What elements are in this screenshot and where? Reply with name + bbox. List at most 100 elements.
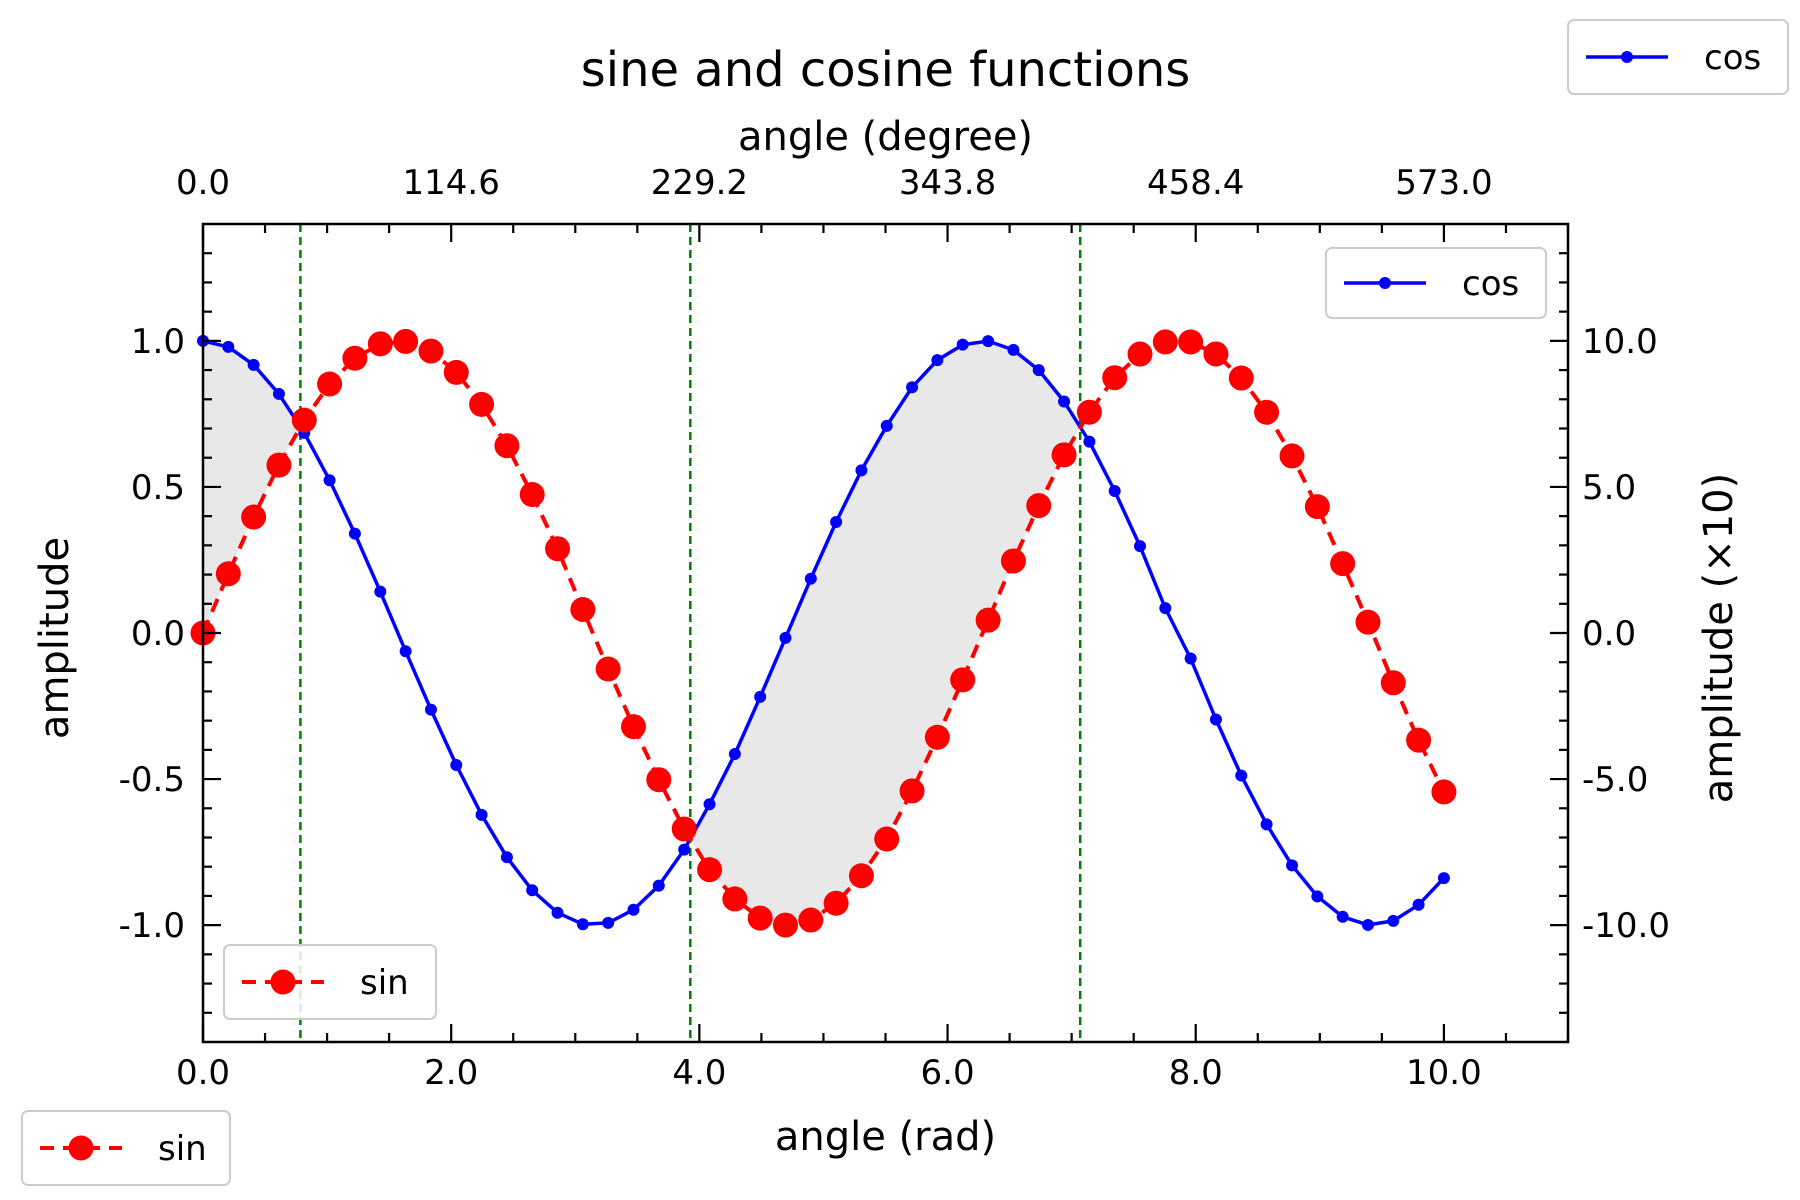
data-point-sin-11 <box>443 359 469 385</box>
data-point-cos-41 <box>1209 713 1222 726</box>
legend-marker <box>1621 51 1633 63</box>
data-point-sin-49 <box>1406 727 1432 753</box>
data-point-sin-47 <box>1355 609 1381 635</box>
data-point-sin-38 <box>1127 341 1153 367</box>
data-point-sin-9 <box>393 328 419 354</box>
data-point-sin-40 <box>1178 329 1204 355</box>
y-tick-label: -1.0 <box>119 906 185 946</box>
data-point-sin-30 <box>924 724 950 750</box>
data-point-sin-42 <box>1228 365 1254 391</box>
data-point-cos-8 <box>374 585 387 598</box>
data-point-sin-31 <box>950 667 976 693</box>
data-point-cos-34 <box>1032 364 1045 377</box>
vertical-reference-lines <box>299 224 1082 1042</box>
data-point-sin-20 <box>671 816 697 842</box>
series-cos <box>197 334 1450 931</box>
data-point-sin-35 <box>1051 442 1077 468</box>
fill-region-1 <box>203 340 301 633</box>
data-point-cos-9 <box>399 645 412 658</box>
data-point-sin-44 <box>1279 443 1305 469</box>
data-point-sin-13 <box>494 433 520 459</box>
x-tick-label: 0.0 <box>176 1053 230 1093</box>
data-point-cos-36 <box>1083 435 1096 448</box>
data-point-sin-27 <box>848 863 874 889</box>
legend-marker <box>68 1135 94 1161</box>
data-point-cos-20 <box>678 843 691 856</box>
y-tick-label: 1.0 <box>131 322 185 362</box>
data-point-cos-15 <box>551 906 564 919</box>
legend-marker <box>1379 277 1391 289</box>
data-point-sin-43 <box>1254 399 1280 425</box>
data-point-sin-34 <box>1026 493 1052 519</box>
right-y-tick-label: 0.0 <box>1582 614 1636 654</box>
legend-box <box>21 1110 231 1186</box>
data-point-sin-14 <box>519 481 545 507</box>
data-point-sin-21 <box>697 857 723 883</box>
data-point-sin-4 <box>266 452 292 478</box>
legend-sin-4: sin <box>21 1110 231 1186</box>
data-point-sin-6 <box>317 371 343 397</box>
data-point-cos-24 <box>779 631 792 644</box>
top-x-tick-label: 573.0 <box>1395 163 1492 203</box>
right-y-axis-label: amplitude (×10) <box>1696 473 1742 803</box>
data-point-cos-22 <box>728 747 741 760</box>
data-point-sin-25 <box>798 907 824 933</box>
data-point-sin-33 <box>1000 548 1026 574</box>
right-y-tick-label: -5.0 <box>1582 760 1648 800</box>
data-point-cos-12 <box>475 808 488 821</box>
y-tick-label: 0.5 <box>131 468 185 508</box>
x-axis-label: angle (rad) <box>775 1114 996 1160</box>
top-x-tick-label: 229.2 <box>651 163 748 203</box>
top-x-tick-label: 114.6 <box>403 163 500 203</box>
data-point-cos-2 <box>222 340 235 353</box>
legend-box <box>1325 247 1547 319</box>
data-point-cos-26 <box>830 516 843 529</box>
data-point-sin-32 <box>975 607 1001 633</box>
top-x-tick-label: 458.4 <box>1147 163 1244 203</box>
top-x-axis-label: angle (degree) <box>738 114 1033 160</box>
data-point-sin-26 <box>823 890 849 916</box>
data-point-cos-10 <box>424 703 437 716</box>
series-line-cos <box>202 339 1446 927</box>
data-point-sin-22 <box>722 886 748 912</box>
data-point-sin-48 <box>1380 670 1406 696</box>
data-point-cos-23 <box>754 690 767 703</box>
data-point-cos-45 <box>1311 890 1324 903</box>
legend-sin-2: sin <box>223 944 437 1020</box>
legend-label: sin <box>360 963 409 1003</box>
data-point-sin-19 <box>646 767 672 793</box>
data-point-sin-15 <box>545 536 571 562</box>
legend-marker <box>270 969 296 995</box>
data-point-sin-23 <box>747 905 773 931</box>
data-point-sin-29 <box>899 778 925 804</box>
data-point-sin-18 <box>620 714 646 740</box>
fill-region-2 <box>690 340 1081 926</box>
legend-cos-3: cos <box>1567 19 1789 95</box>
data-point-sin-16 <box>570 597 596 623</box>
data-point-cos-42 <box>1235 769 1248 782</box>
data-point-cos-49 <box>1412 898 1425 911</box>
data-point-sin-12 <box>469 391 495 417</box>
data-point-sin-36 <box>1076 399 1102 425</box>
x-tick-label: 10.0 <box>1406 1053 1482 1093</box>
data-point-cos-33 <box>1007 343 1020 356</box>
data-point-sin-5 <box>291 407 317 433</box>
data-point-sin-7 <box>342 345 368 371</box>
data-point-sin-2 <box>215 561 241 587</box>
right-y-tick-label: -10.0 <box>1582 906 1670 946</box>
fill-between-regions <box>203 340 1081 926</box>
data-point-cos-28 <box>880 419 893 432</box>
data-point-sin-41 <box>1203 341 1229 367</box>
y-tick-label: -0.5 <box>119 760 185 800</box>
legend-label: sin <box>158 1129 207 1169</box>
y-tick-label: 0.0 <box>131 614 185 654</box>
legend-cos-1: cos <box>1325 247 1547 319</box>
data-point-cos-43 <box>1260 818 1273 831</box>
data-point-sin-8 <box>367 331 393 357</box>
data-point-cos-37 <box>1108 484 1121 497</box>
data-point-cos-29 <box>906 381 919 394</box>
y-axis-label: amplitude <box>32 537 78 739</box>
axis-ticks <box>201 224 1570 1042</box>
data-point-cos-47 <box>1361 918 1374 931</box>
